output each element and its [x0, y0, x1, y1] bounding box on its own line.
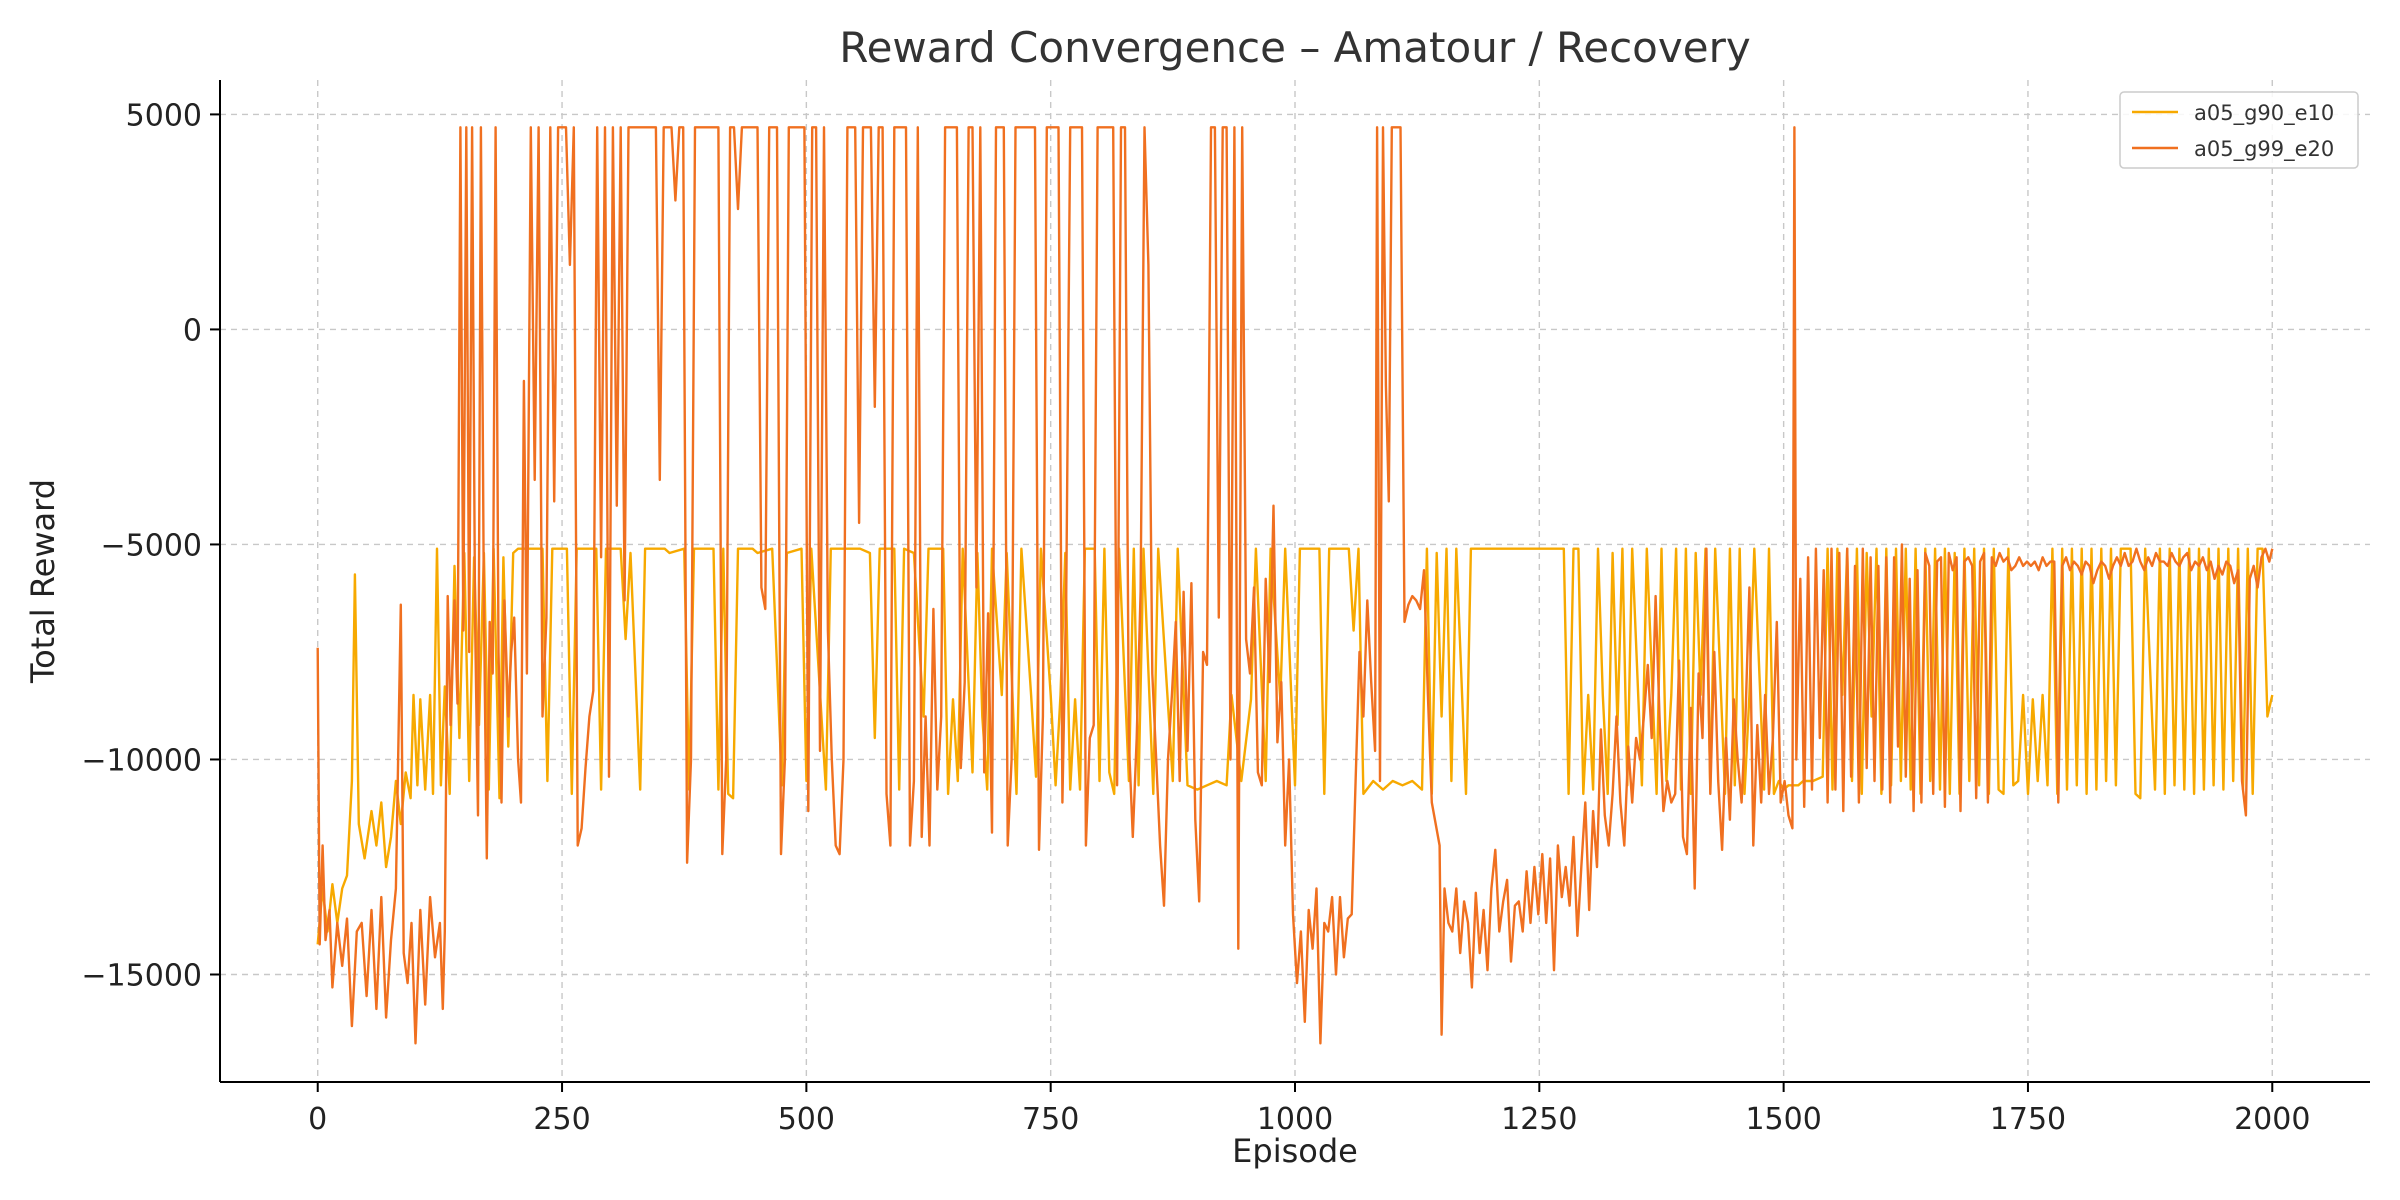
- y-tick-label: −5000: [101, 528, 202, 563]
- x-tick-label: 1000: [1257, 1102, 1333, 1137]
- tick-layer: 0 250 500 750 1000 1250 1500 1750 2000 5000 0 −5000…: [81, 98, 2310, 1137]
- grid-layer: [220, 80, 2370, 1082]
- legend-frame: [2119, 91, 2359, 169]
- legend: a05_g90_e10 a05_g99_e20: [2119, 91, 2359, 169]
- x-tick-label: 1250: [1501, 1102, 1577, 1137]
- y-tick-label: −15000: [81, 958, 202, 993]
- x-tick-label: 500: [778, 1102, 835, 1137]
- x-tick-label: 0: [308, 1102, 327, 1137]
- series-line-1: [316, 547, 2274, 945]
- x-tick-label: 1500: [1745, 1102, 1821, 1137]
- chart-title: Reward Convergence – Amatour / Recovery: [839, 23, 1750, 72]
- x-tick-label: 750: [1022, 1102, 1079, 1137]
- x-tick-label: 250: [533, 1102, 590, 1137]
- series-line-2: [316, 126, 2274, 1045]
- x-tick-label: 1750: [1990, 1102, 2066, 1137]
- legend-label-2: a05_g99_e20: [2194, 137, 2334, 162]
- legend-label-1: a05_g90_e10: [2194, 101, 2334, 126]
- y-tick-label: 0: [183, 313, 202, 348]
- y-tick-label: −10000: [81, 743, 202, 778]
- x-tick-label: 2000: [2234, 1102, 2310, 1137]
- y-tick-label: 5000: [126, 98, 202, 133]
- x-axis-label: Episode: [1232, 1132, 1358, 1170]
- series-layer: [316, 126, 2274, 1045]
- y-axis-label: Total Reward: [24, 479, 62, 684]
